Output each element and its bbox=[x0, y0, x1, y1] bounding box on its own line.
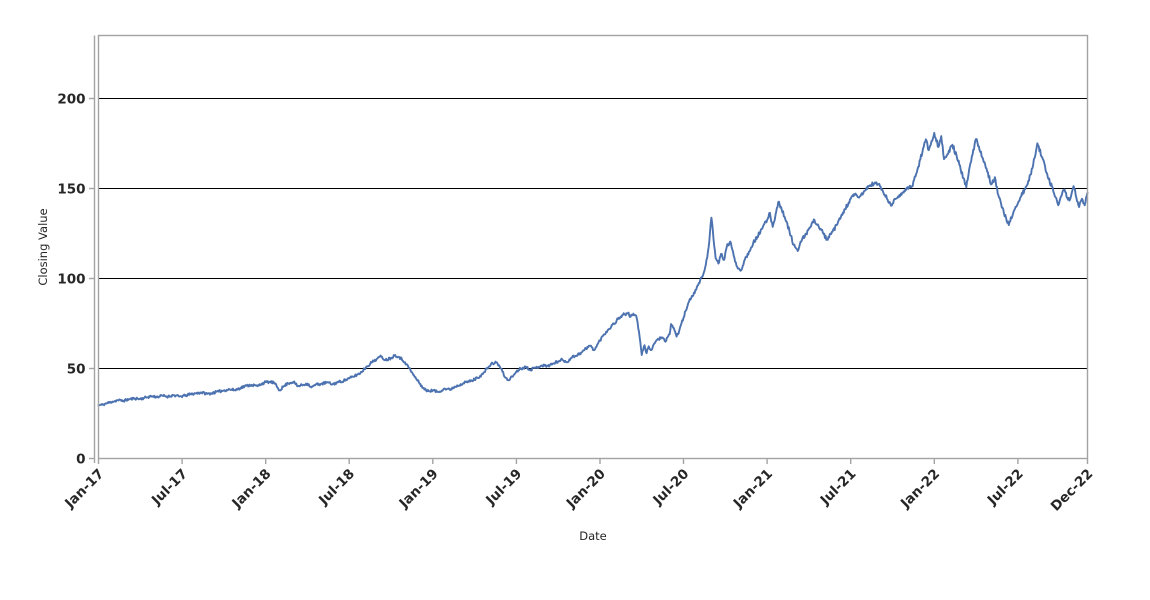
x-tick-label-Jan-17: Jan-17 bbox=[61, 466, 107, 512]
y-tick-label-200: 200 bbox=[57, 91, 85, 107]
y-tick-label-0: 0 bbox=[76, 451, 85, 467]
plot-border bbox=[97, 34, 1089, 460]
x-tick-label-Jan-21: Jan-21 bbox=[730, 466, 776, 512]
x-tick-label-Jan-22: Jan-22 bbox=[897, 466, 943, 512]
y-tick-label-100: 100 bbox=[57, 271, 85, 287]
y-tick-label-150: 150 bbox=[57, 181, 85, 197]
x-tick-label-Jan-18: Jan-18 bbox=[228, 466, 274, 512]
x-tick-label-Dec-22: Dec-22 bbox=[1048, 466, 1097, 515]
y-tick-label-50: 50 bbox=[67, 361, 86, 377]
x-tick-label-Jan-20: Jan-20 bbox=[563, 466, 609, 512]
x-tick-label-Jul-20: Jul-20 bbox=[649, 466, 692, 509]
x-axis-label: Date bbox=[579, 529, 607, 543]
y-axis-label: Closing Value bbox=[36, 208, 50, 285]
x-tick-label-Jul-22: Jul-22 bbox=[984, 466, 1027, 509]
closing-value-line bbox=[97, 131, 1089, 407]
x-tick-label-Jul-17: Jul-17 bbox=[148, 466, 191, 509]
x-tick-label-Jul-19: Jul-19 bbox=[482, 466, 525, 509]
x-tick-label-Jan-19: Jan-19 bbox=[396, 466, 442, 512]
x-tick-label-Jul-18: Jul-18 bbox=[315, 466, 358, 509]
x-tick-label-Jul-21: Jul-21 bbox=[817, 466, 860, 509]
